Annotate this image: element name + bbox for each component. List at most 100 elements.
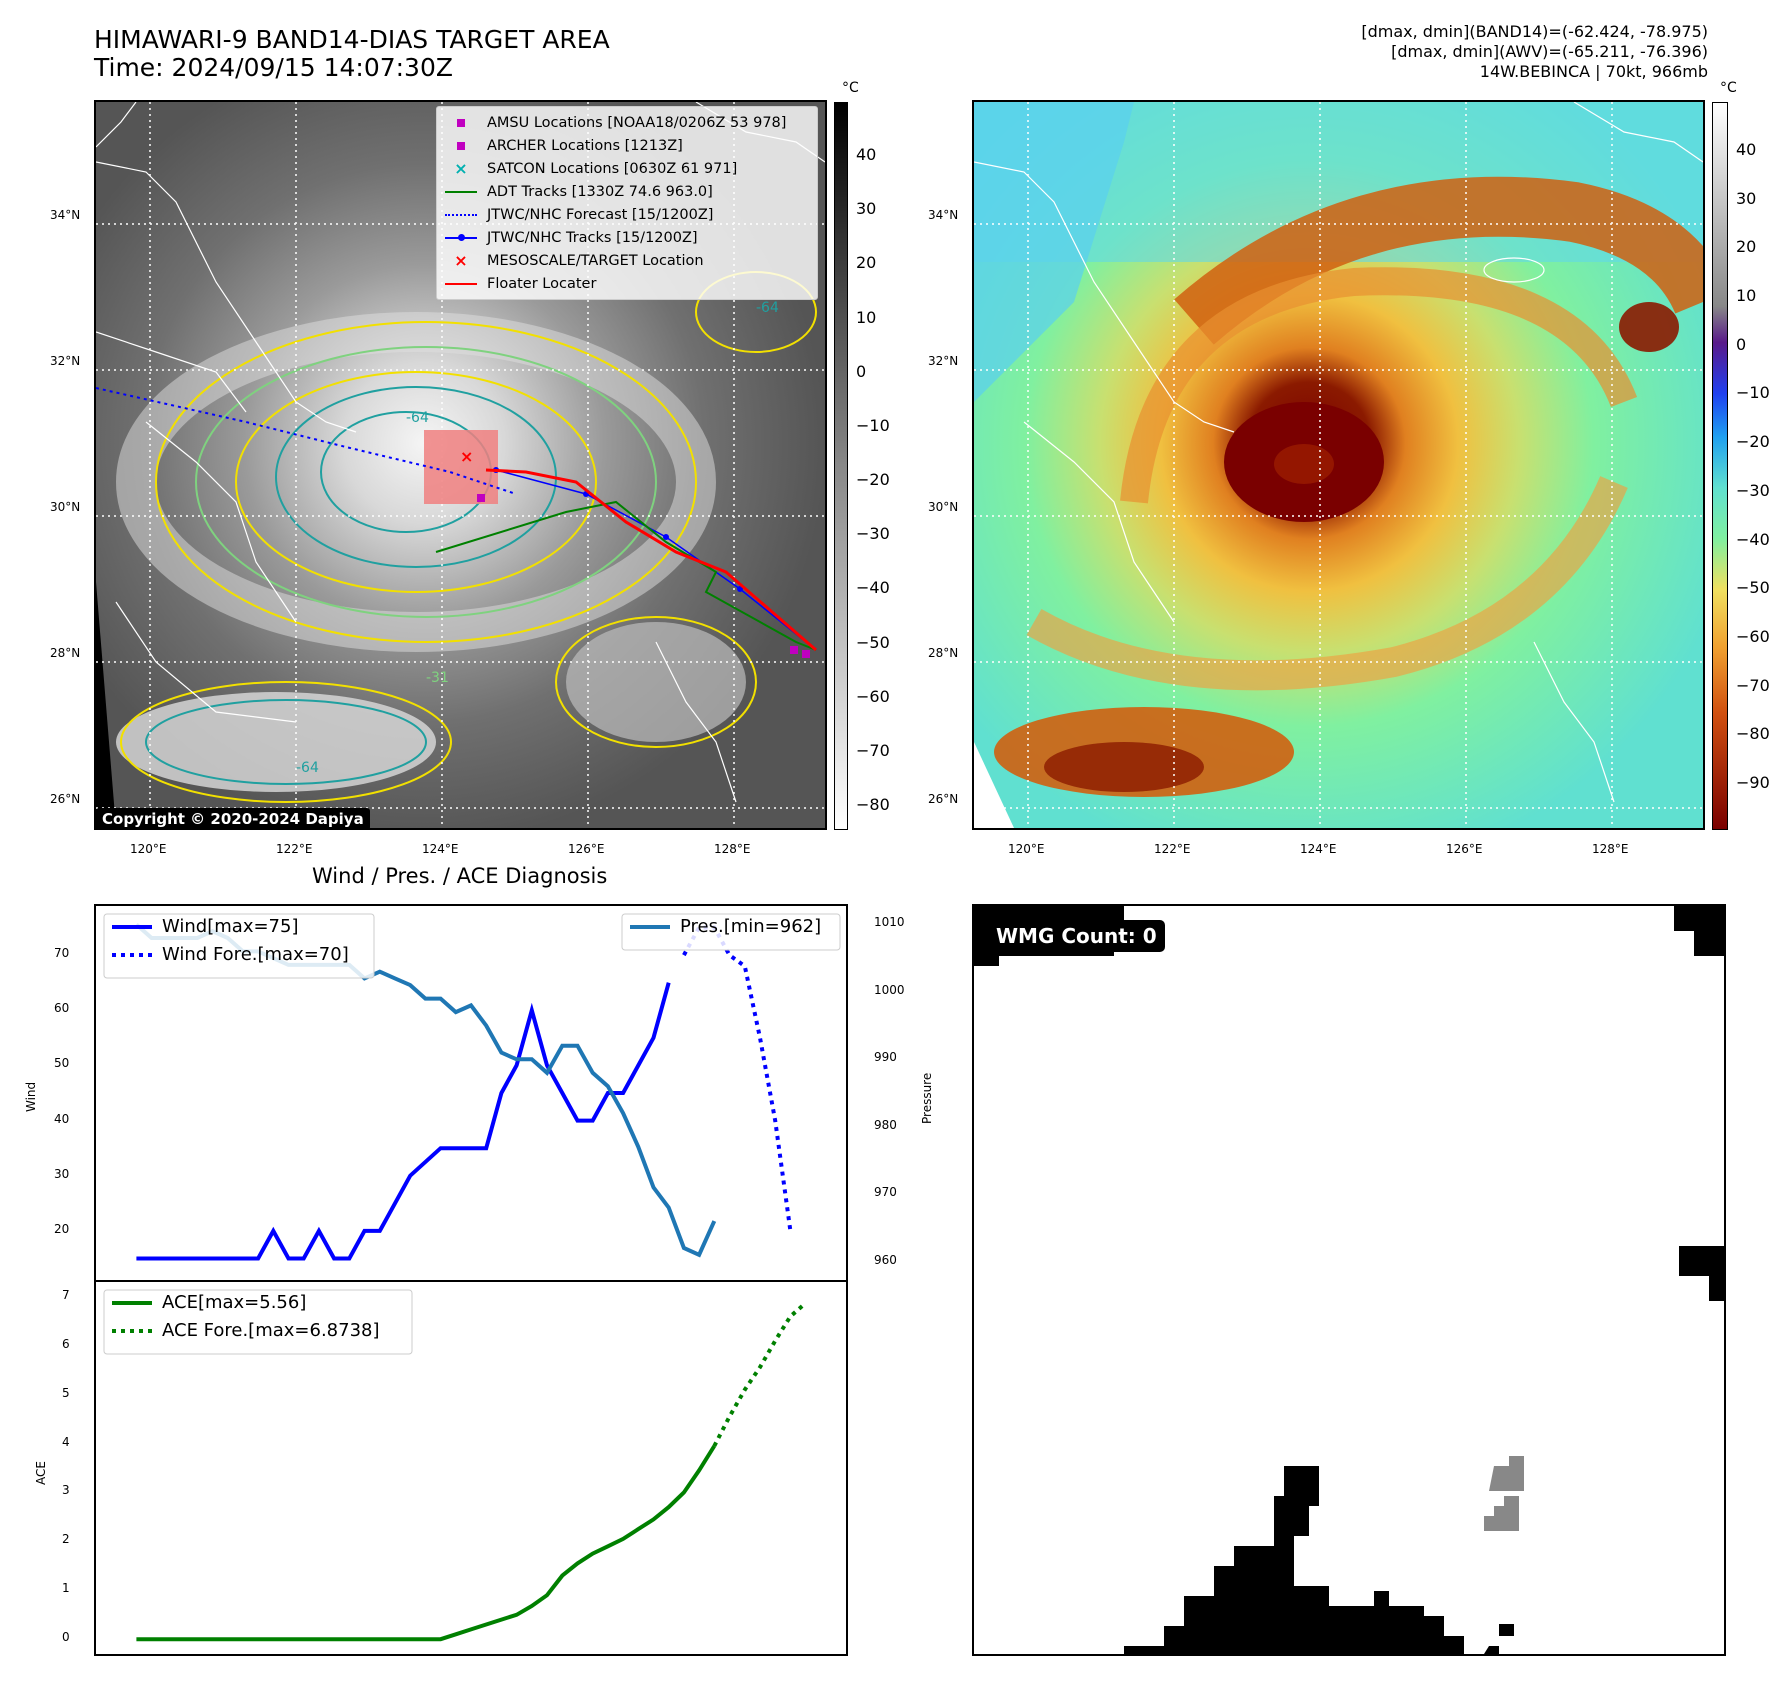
- legend-entry: ADT Tracks [1330Z 74.6 963.0]: [443, 180, 811, 203]
- color-colorbar-tick: −60: [1736, 626, 1770, 646]
- legend-symbol: [443, 233, 479, 241]
- copyright-label: Copyright © 2020-2024 Dapiya: [96, 808, 370, 828]
- legend-label: MESOSCALE/TARGET Location: [487, 252, 704, 269]
- lat-label: 30°N: [928, 500, 959, 514]
- color-colorbar-tick: −40: [1736, 529, 1770, 549]
- coastline: [974, 102, 1703, 803]
- ace-axis-tick: 3: [62, 1483, 70, 1498]
- wind-axis-tick: 40: [54, 1111, 70, 1126]
- legend-label: JTWC/NHC Tracks [15/1200Z]: [487, 229, 698, 246]
- lat-label: 28°N: [928, 646, 959, 660]
- gray-colorbar-tick: 30: [856, 199, 877, 219]
- wind-axis-tick: 30: [54, 1166, 70, 1181]
- lat-label: 34°N: [50, 208, 81, 222]
- color-colorbar-tick: −50: [1736, 578, 1770, 598]
- lon-label: 122°E: [1154, 842, 1191, 856]
- lon-label: 124°E: [1300, 842, 1337, 856]
- lon-label: 128°E: [714, 842, 751, 856]
- color-colorbar-tick: −80: [1736, 724, 1770, 744]
- contour-label: -64: [756, 300, 779, 316]
- wind-axis-title: Wind: [24, 1081, 38, 1112]
- gray-colorbar-tick: −30: [856, 524, 890, 544]
- diagnosis-title: Wind / Pres. / ACE Diagnosis: [312, 864, 608, 888]
- color-colorbar-tick: 20: [1736, 237, 1757, 257]
- gray-colorbar-tick: 20: [856, 253, 877, 273]
- gray-colorbar-tick: −10: [856, 415, 890, 435]
- legend-entry: × SATCON Locations [0630Z 61 971]: [443, 157, 811, 180]
- legend-symbol: ×: [454, 159, 468, 178]
- legend-symbol: [443, 141, 479, 150]
- ace-axis-tick: 6: [62, 1336, 70, 1351]
- gray-colorbar-tick: −80: [856, 795, 890, 814]
- pressure-axis-tick: 980: [874, 1117, 897, 1132]
- color-colorbar-tick: 10: [1736, 286, 1757, 306]
- legend-label: JTWC/NHC Forecast [15/1200Z]: [487, 206, 714, 223]
- gray-colorbar-tick: 0: [856, 361, 867, 381]
- wind-axis-tick: 50: [54, 1056, 70, 1071]
- color-colorbar-tick: −10: [1736, 383, 1770, 403]
- ace-axis-tick: 4: [62, 1434, 70, 1449]
- wind-axis-tick: 70: [54, 946, 70, 961]
- floater-track: [485, 468, 817, 652]
- chart-legend: Pres.[min=962]: [621, 913, 841, 951]
- lon-label: 122°E: [276, 842, 313, 856]
- gray-colorbar-unit: °C: [842, 80, 859, 96]
- map-legend: AMSU Locations [NOAA18/0206Z 53 978] ARCH…: [436, 106, 818, 300]
- contour-label: -64: [406, 410, 429, 426]
- legend-label: ACE Fore.[max=6.8738]: [162, 1320, 380, 1341]
- legend-entry: ARCHER Locations [1213Z]: [443, 134, 811, 157]
- ace-axis-tick: 0: [62, 1630, 70, 1645]
- pressure-axis-tick: 960: [874, 1252, 897, 1267]
- contour-label: -31: [426, 670, 449, 686]
- color-colorbar-tick: 40: [1736, 140, 1757, 159]
- wind-axis-tick: 20: [54, 1221, 70, 1236]
- color-colorbar-tick: 0: [1736, 334, 1747, 354]
- lon-label: 128°E: [1592, 842, 1629, 856]
- series-line-ace-fore-: [712, 1301, 807, 1447]
- wmg-panel: WMG Count: 0: [972, 904, 1726, 1656]
- contour-label: -64: [296, 760, 319, 776]
- legend-label: AMSU Locations [NOAA18/0206Z 53 978]: [487, 114, 787, 131]
- legend-label: ACE[max=5.56]: [162, 1292, 306, 1313]
- series-line-ace: [136, 1444, 716, 1642]
- lat-label: 32°N: [928, 354, 959, 368]
- legend-label: ADT Tracks [1330Z 74.6 963.0]: [487, 183, 713, 200]
- color-colorbar-tick: −90: [1736, 773, 1770, 792]
- storm-info: [dmax, dmin](BAND14)=(-62.424, -78.975) …: [1361, 22, 1708, 81]
- color-map-panel: [972, 100, 1705, 830]
- legend-symbol: [443, 118, 479, 127]
- ace-axis-tick: 2: [62, 1532, 70, 1547]
- gray-colorbar-tick: −60: [856, 686, 890, 706]
- legend-label: Wind[max=75]: [162, 916, 299, 937]
- lat-label: 26°N: [50, 792, 81, 806]
- wind-pressure-plot: Wind[max=75] Wind Fore.[max=70] Pres.[min=…: [103, 913, 841, 1261]
- legend-symbol: [443, 190, 479, 193]
- gray-colorbar-tick: 10: [856, 307, 877, 327]
- legend-entry: Floater Locater: [443, 272, 811, 295]
- gray-colorbar-tick: −50: [856, 632, 890, 652]
- ace-axis-tick: 5: [62, 1385, 70, 1400]
- pressure-axis-title: Pressure: [920, 1072, 934, 1124]
- lon-label: 124°E: [422, 842, 459, 856]
- gray-colorbar-tick: −40: [856, 578, 890, 598]
- lon-label: 120°E: [1008, 842, 1045, 856]
- wmg-count-badge: WMG Count: 0: [988, 920, 1165, 952]
- legend-symbol: ×: [454, 251, 468, 270]
- pressure-axis-tick: 990: [874, 1050, 897, 1065]
- color-colorbar: [1712, 102, 1728, 830]
- series-line-wind: [136, 982, 671, 1261]
- archer-marker: [802, 650, 810, 658]
- legend-symbol: [443, 213, 479, 216]
- pressure-axis-tick: 1000: [874, 982, 905, 997]
- legend-entry: × MESOSCALE/TARGET Location: [443, 249, 811, 272]
- series-line-wind-fore-: [682, 925, 793, 1232]
- lat-label: 26°N: [928, 792, 959, 806]
- color-colorbar-unit: °C: [1720, 80, 1737, 96]
- legend-label: Floater Locater: [487, 275, 597, 292]
- ace-plot: ACE[max=5.56] ACE Fore.[max=6.8738]: [103, 1289, 807, 1642]
- chart-legend: ACE[max=5.56] ACE Fore.[max=6.8738]: [103, 1289, 413, 1355]
- chart-legend: Wind[max=75] Wind Fore.[max=70]: [103, 913, 375, 979]
- gray-colorbar-tick: 40: [856, 145, 877, 164]
- ir-map-panel: × -64 -64 -64 -31 AMSU Locations [NOAA18…: [94, 100, 827, 830]
- legend-label: Wind Fore.[max=70]: [162, 944, 349, 965]
